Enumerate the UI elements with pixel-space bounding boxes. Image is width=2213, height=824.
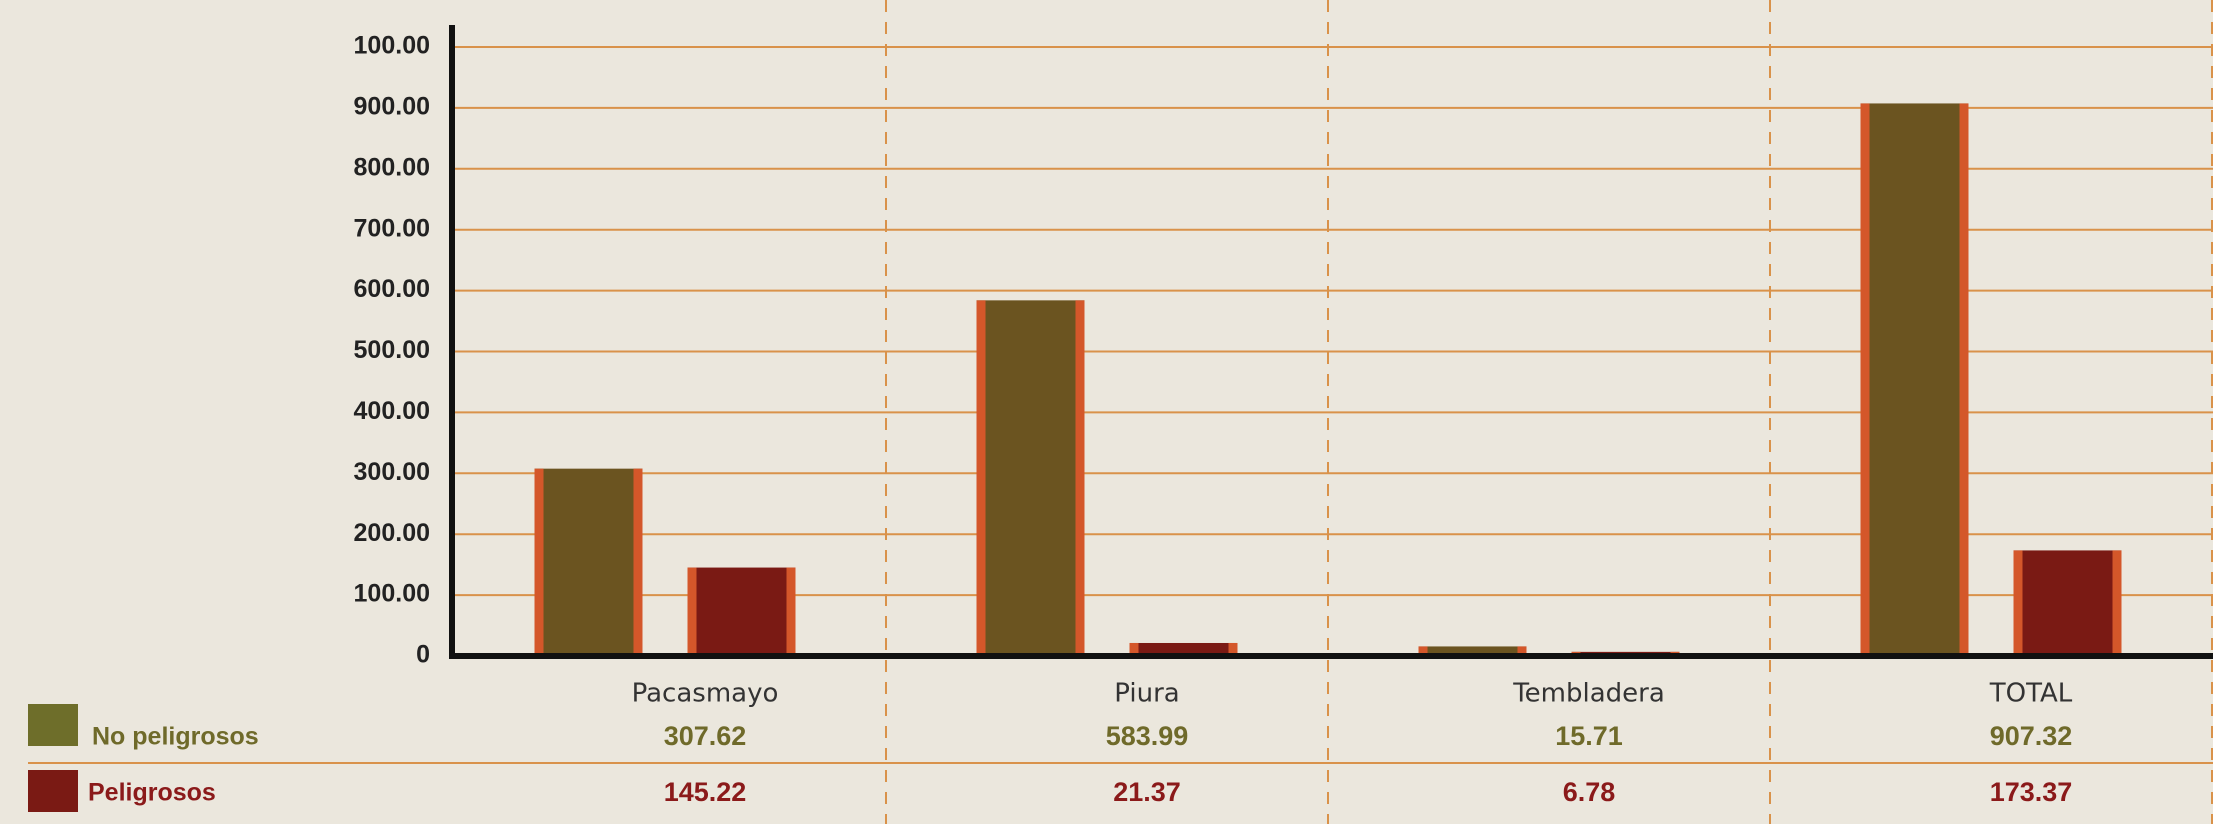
data-label: 21.37 bbox=[1113, 777, 1181, 807]
bar-border bbox=[2112, 550, 2122, 656]
y-tick-label: 200.00 bbox=[354, 519, 430, 547]
data-label: 583.99 bbox=[1106, 721, 1189, 751]
y-tick-label: 0 bbox=[416, 641, 430, 669]
y-tick-label: 800.00 bbox=[354, 153, 430, 181]
bar-border bbox=[1959, 103, 1969, 656]
bar-border bbox=[687, 567, 697, 656]
y-tick-label: 100.00 bbox=[354, 580, 430, 608]
bar-border bbox=[1129, 642, 1139, 656]
x-tick-label: TOTAL bbox=[1989, 679, 2073, 709]
bar-border bbox=[633, 468, 643, 656]
bar bbox=[1129, 642, 1238, 656]
bar bbox=[2013, 550, 2122, 656]
y-tick-label: 900.00 bbox=[354, 93, 430, 121]
data-label: 145.22 bbox=[664, 777, 747, 807]
bar bbox=[1860, 103, 1969, 656]
bar-border bbox=[534, 468, 544, 656]
bar-border bbox=[1860, 103, 1870, 656]
y-tick-label: 700.00 bbox=[354, 214, 430, 242]
bar bbox=[534, 468, 643, 656]
bar-border bbox=[1228, 642, 1238, 656]
bar-border bbox=[1075, 300, 1085, 656]
bar-border bbox=[1517, 646, 1527, 656]
legend-label: Peligrosos bbox=[88, 779, 216, 807]
legend-label: No peligrosos bbox=[92, 723, 259, 751]
bar-border bbox=[786, 567, 796, 656]
y-tick-label: 600.00 bbox=[354, 275, 430, 303]
bar bbox=[687, 567, 796, 656]
data-label: 15.71 bbox=[1555, 721, 1623, 751]
x-tick-label: Piura bbox=[1114, 679, 1179, 709]
legend-swatch bbox=[28, 704, 78, 746]
y-tick-label: 100.00 bbox=[354, 32, 430, 60]
bar-border bbox=[1418, 646, 1428, 656]
y-tick-label: 500.00 bbox=[354, 336, 430, 364]
x-tick-label: Pacasmayo bbox=[632, 679, 779, 709]
data-label: 307.62 bbox=[664, 721, 747, 751]
data-label: 173.37 bbox=[1990, 777, 2073, 807]
data-label: 907.32 bbox=[1990, 721, 2073, 751]
data-label: 6.78 bbox=[1563, 777, 1616, 807]
bar bbox=[976, 300, 1085, 656]
legend-swatch bbox=[28, 770, 78, 812]
x-tick-label: Tembladera bbox=[1512, 679, 1665, 709]
bar bbox=[1418, 646, 1527, 656]
y-tick-label: 300.00 bbox=[354, 458, 430, 486]
bar-border bbox=[2013, 550, 2023, 656]
bar-border bbox=[976, 300, 986, 656]
y-tick-label: 400.00 bbox=[354, 397, 430, 425]
